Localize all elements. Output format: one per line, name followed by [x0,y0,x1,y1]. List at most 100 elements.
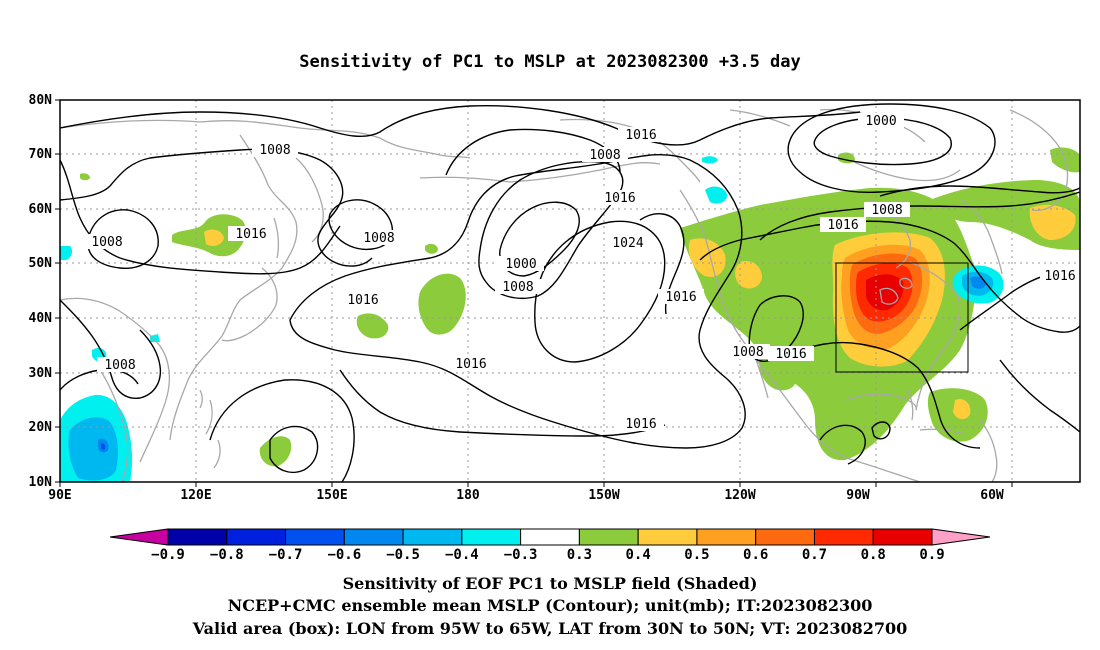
colorbar-swatch [285,528,345,546]
contour-label: 1008 [495,279,541,295]
graticule [60,100,1080,482]
svg-text:1008: 1008 [871,203,902,218]
contour-1016-na-south [789,341,981,449]
coast-china [60,297,171,463]
lat-tick-label: 40N [29,311,53,326]
shade-na-yellow-nw [735,260,762,289]
contour-labels: 1016 1000 1008 1008 1016 1008 1008 1016 … [84,113,1080,432]
svg-text:1008: 1008 [91,235,122,250]
coast-caribbean [979,419,998,482]
lon-tick-label: 90W [846,488,870,503]
svg-text:1000: 1000 [505,257,536,272]
colorbar-tick-label: −0.8 [210,547,244,563]
contour-label: 1016 [228,226,274,242]
svg-text:1016: 1016 [775,347,806,362]
contour-label: 1000 [498,256,544,272]
contour-1008-pacific-low [478,160,624,300]
shade-na-deepred [866,274,904,311]
lon-tick-label: 120W [724,488,755,503]
contour-1000-pacific-low [499,201,580,277]
svg-text:1016: 1016 [827,218,858,233]
colorbar-swatch [755,528,815,546]
coast-philippines [205,399,221,469]
coast-sakhalin [273,217,280,259]
lon-tick-label: 120E [180,488,211,503]
shade-sw-lightblue [68,417,118,481]
coast-japan [221,267,278,342]
coastlines [60,108,1069,482]
contour-1008-asia-closed [87,209,159,269]
colorbar-swatch [343,528,404,546]
svg-text:1016: 1016 [235,227,266,242]
coast-florida [907,389,914,421]
colorbar-tick-label: 0.3 [567,547,592,563]
contour-1024-pacific [534,220,666,363]
colorbar-swatch [461,528,522,546]
lon-tick-label: 180 [456,488,480,503]
shade-pac-green3 [425,243,438,254]
colorbar-low-triangle [109,528,169,546]
shade-pac-green5 [80,173,90,181]
shade-pac-green2 [356,313,389,339]
sensitivity-shading [60,147,1080,482]
map-panel: 1016 1000 1008 1008 1016 1008 1008 1016 … [60,100,1080,482]
coast-cuba [919,428,966,435]
colorbar-labels: −0.9 −0.8 −0.7 −0.6 −0.5 −0.4 −0.3 0.3 0.4 0.5 0.6… [151,547,945,563]
colorbar-swatch [226,528,287,546]
contour-label: 1008 [252,142,298,158]
contour-1016-arctic [60,105,861,146]
svg-text:1016: 1016 [625,417,656,432]
colorbar-swatch [872,528,933,546]
contour-label: 1016 [448,356,494,372]
colorbar-tick-label: −0.7 [269,547,303,563]
figure-title: Sensitivity of PC1 to MSLP at 2023082300… [299,52,801,72]
contour-1016-small-south [269,425,319,474]
lat-tick-label: 60N [29,202,53,217]
colorbar-swatch [696,528,757,546]
coast-indochina [99,369,129,482]
contour-label: 1008 [582,147,628,163]
shade-atl-midblue [970,276,986,289]
coast-kamchatka [295,157,324,243]
lat-tick-label: 70N [29,147,53,162]
contour-label: 1016 [618,416,664,432]
contour-label: 1024 [605,235,651,251]
colorbar-tick-label: −0.3 [504,547,538,563]
contour-label: 1008 [356,230,402,246]
lon-tick-label: 60W [980,488,1004,503]
caption-line-3: Valid area (box): LON from 95W to 65W, L… [192,619,908,638]
colorbar-swatch [520,528,580,546]
lon-tick-label: 90E [48,488,71,503]
coast-na-east [909,261,961,411]
svg-text:1008: 1008 [104,358,135,373]
colorbar-tick-label: 0.7 [802,547,827,563]
colorbar-tick-label: 0.8 [861,547,886,563]
svg-text:1016: 1016 [665,290,696,305]
contour-1016-central [339,369,666,437]
lat-tick-label: 20N [29,420,53,435]
longitude-axis: 90E 120E 150E 180 150W 120W 90W 60W [48,482,1013,503]
colorbar-swatch [402,528,463,546]
contour-label: 1016 [820,217,866,233]
colorbar-boxes [167,528,933,546]
colorbar-swatch [167,528,228,546]
contour-label: 1016 [340,292,386,308]
contour-label: 1016 [597,190,643,206]
contour-1008-na [759,191,1080,241]
svg-text:1000: 1000 [865,114,896,129]
contour-label: 1016 [768,346,814,362]
svg-text:1008: 1008 [363,231,394,246]
shade-asia-yellow1 [204,229,224,246]
colorbar-swatch [578,528,639,546]
shade-pac-green4 [259,436,292,467]
contour-1016-asia [60,159,341,275]
contour-1008-asia-south [60,299,162,399]
contour-label: 1008 [864,202,910,218]
shade-cyan-pac1 [705,186,728,204]
colorbar-tick-label: 0.5 [684,547,709,563]
colorbar-tick-label: −0.9 [151,547,185,563]
contour-1016-gulf [819,424,866,465]
contour-label: 1016 [658,289,704,305]
colorbar-tick-label: 0.9 [919,547,944,563]
contour-1016-atlantic-b [999,359,1080,433]
